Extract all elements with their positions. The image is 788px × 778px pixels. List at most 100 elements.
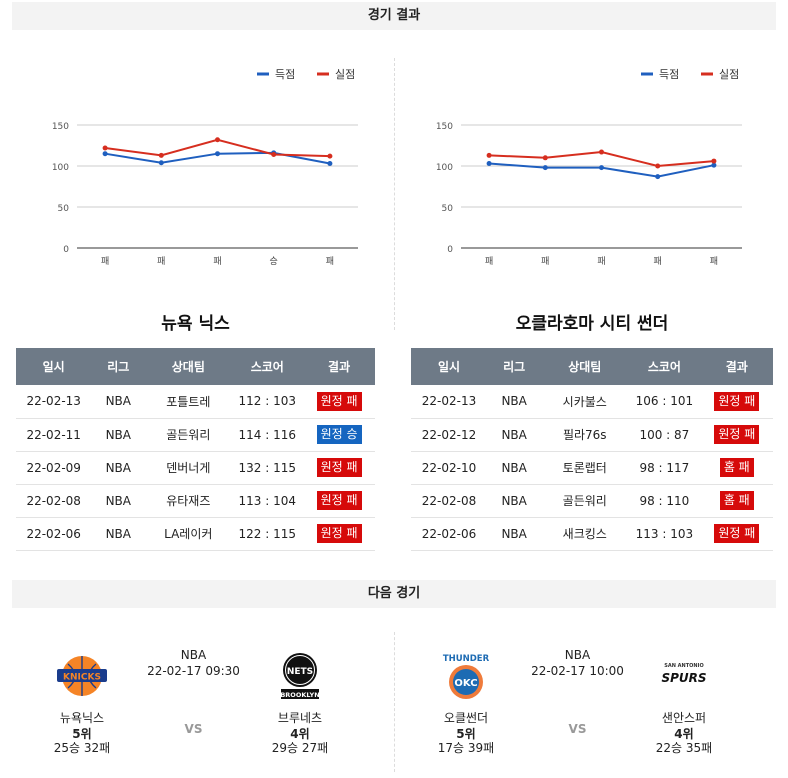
data-point [158,152,164,158]
column-header: 일시 [16,348,92,385]
data-point [486,152,492,158]
team-record: 25승 32패 [53,741,111,755]
away-team[interactable]: SAN ANTONIO SPURS 샌안스퍼 4위 22승 35패 [629,650,739,755]
table-row[interactable]: 22-02-06 NBA LA레이커 122 : 115 원정 패 [16,517,375,551]
table-row[interactable]: 22-02-11 NBA 골든워리 114 : 116 원정 승 [16,418,375,452]
team-record: 29승 27패 [271,741,329,755]
home-team[interactable]: THUNDER OKC 오클썬더 5위 17승 39패 [411,650,521,755]
data-point [542,155,548,161]
cell-result: 원정 승 [303,418,375,452]
y-tick-label: 50 [442,204,454,214]
cell-result: 원정 패 [700,517,773,551]
cell-result: 원정 패 [303,484,375,518]
cell-score: 122 : 115 [231,517,304,551]
legend-label: 득점 [275,68,295,81]
svg-text:NETS: NETS [287,667,313,677]
team-record: 22승 35패 [655,741,713,755]
cell-date: 22-02-08 [16,484,92,518]
team-name: 샌안스퍼 [661,711,707,725]
table-row[interactable]: 22-02-13 NBA 포틀트레 112 : 103 원정 패 [16,385,375,419]
table-row[interactable]: 22-02-09 NBA 덴버너게 132 : 115 원정 패 [16,451,375,485]
away-team[interactable]: NETS BROOKLYN 브루네츠 4위 29승 27패 [245,650,355,755]
y-tick-label: 0 [63,245,69,255]
cell-league: NBA [91,484,146,518]
data-point [327,161,333,167]
x-tick-label: 패 [541,256,549,267]
data-point [102,151,108,157]
table-row[interactable]: 22-02-13 NBA 시카불스 106 : 101 원정 패 [411,385,773,419]
vs-label: VS [184,722,203,736]
cell-opponent: 시카불스 [541,385,629,419]
table-row[interactable]: 22-02-08 NBA 골든워리 98 : 110 홈 패 [411,484,773,518]
next-match-knicks-nets[interactable]: KNICKS 뉴욕닉스 5위 25승 32패 NBA 22-02-17 09:3… [12,640,392,770]
result-badge: 홈 패 [719,491,754,510]
result-badge: 원정 패 [316,491,362,510]
cell-result: 홈 패 [700,451,773,485]
svg-text:SAN ANTONIO: SAN ANTONIO [664,663,703,669]
cell-date: 22-02-11 [16,418,92,452]
cell-score: 113 : 104 [231,484,304,518]
cell-league: NBA [91,385,146,419]
result-badge: 원정 패 [316,458,362,477]
cell-opponent: 토론랩터 [541,451,629,485]
data-point [599,149,604,155]
data-point [655,174,661,180]
svg-text:THUNDER: THUNDER [443,654,490,664]
data-point [711,158,717,164]
thunder-games-table: 일시 리그 상대팀 스코어 결과 22-02-13 NBA 시카불스 106 : 101 원정 … [411,348,773,551]
cell-league: NBA [487,418,542,452]
column-header: 결과 [303,348,375,385]
result-badge: 원정 패 [316,524,362,543]
team-rank: 4위 [674,727,694,741]
cell-date: 22-02-12 [411,418,488,452]
cell-league: NBA [91,451,146,485]
match-info: NBA 22-02-17 10:00 VS [526,640,629,736]
x-tick-label: 승 [270,256,278,267]
cell-opponent: 골든워리 [541,484,629,518]
x-tick-label: 패 [213,256,221,267]
column-header: 결과 [700,348,773,385]
cell-league: NBA [91,517,146,551]
table-header-row: 일시 리그 상대팀 스코어 결과 [16,348,375,385]
data-point [599,165,604,171]
x-tick-label: 패 [101,256,109,267]
cell-score: 132 : 115 [231,451,304,485]
result-badge: 원정 패 [316,391,362,411]
data-point [158,160,164,166]
column-header: 상대팀 [541,348,629,385]
result-badge: 원정 패 [714,524,760,543]
column-header: 일시 [411,348,488,385]
team-rank: 4위 [290,727,310,741]
nets-logo: NETS BROOKLYN [280,653,320,699]
cell-league: NBA [91,418,146,452]
svg-text:OKC: OKC [454,678,477,689]
cell-league: NBA [487,484,542,518]
table-row[interactable]: 22-02-12 NBA 필라76s 100 : 87 원정 패 [411,418,773,452]
data-point [215,151,220,157]
x-tick-label: 패 [597,256,605,267]
column-divider [394,632,395,772]
thunder-results-chart: 0 50 100 150 패 패 패 패 패 득점 실점 [436,68,742,267]
cell-date: 22-02-06 [16,517,92,551]
table-row[interactable]: 22-02-08 NBA 유타재즈 113 : 104 원정 패 [16,484,375,518]
data-point [655,163,661,169]
cell-score: 98 : 117 [628,451,701,485]
cell-score: 106 : 101 [628,385,701,419]
data-point [486,161,492,167]
table-row[interactable]: 22-02-06 NBA 새크킹스 113 : 103 원정 패 [411,517,773,551]
table-row[interactable]: 22-02-10 NBA 토론랩터 98 : 117 홈 패 [411,451,773,485]
cell-date: 22-02-06 [411,517,488,551]
home-team[interactable]: KNICKS 뉴욕닉스 5위 25승 32패 [27,650,137,755]
match-league: NBA [564,648,591,662]
cell-league: NBA [487,385,542,419]
legend-label: 득점 [659,68,679,81]
column-header: 스코어 [628,348,701,385]
next-match-thunder-spurs[interactable]: THUNDER OKC 오클썬더 5위 17승 39패 NBA 22-02-17… [396,640,776,770]
cell-date: 22-02-13 [411,385,488,419]
cell-opponent: 골든워리 [145,418,232,452]
y-tick-label: 100 [436,163,453,173]
team-record: 17승 39패 [437,741,495,755]
cell-score: 114 : 116 [231,418,304,452]
knicks-logo: KNICKS [57,656,107,696]
data-point [711,162,717,168]
